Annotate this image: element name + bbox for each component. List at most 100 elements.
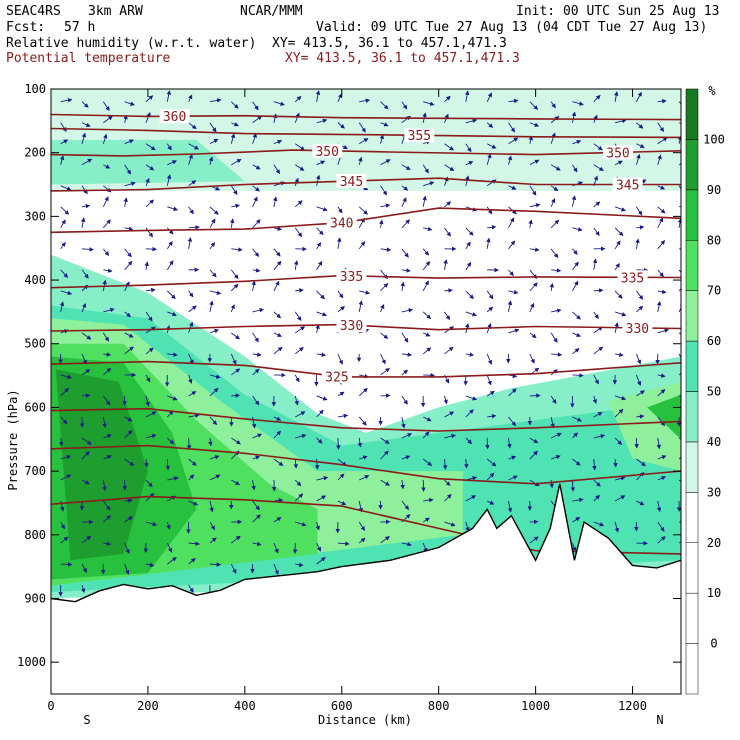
wind-vector xyxy=(422,164,429,174)
wind-vector xyxy=(188,353,194,365)
wind-vector xyxy=(60,562,73,567)
wind-vector xyxy=(401,352,413,357)
wind-vector xyxy=(635,238,640,249)
wind-vector xyxy=(294,143,306,151)
wind-vector xyxy=(144,261,149,270)
wind-vector xyxy=(380,303,385,313)
wind-vector xyxy=(614,408,624,418)
wind-vector xyxy=(294,479,302,487)
wind-vector-layer xyxy=(58,90,681,597)
wind-vector xyxy=(316,160,326,166)
wind-vector xyxy=(230,269,239,280)
wind-vector xyxy=(359,455,368,460)
wind-vector xyxy=(208,156,214,165)
wind-vector xyxy=(337,541,350,546)
x-tick-label: 600 xyxy=(331,699,353,713)
wind-vector xyxy=(401,395,408,405)
wind-vector xyxy=(103,307,115,313)
theta-label-350: 350 xyxy=(315,145,338,160)
wind-vector xyxy=(337,391,345,397)
wind-vector xyxy=(422,517,430,523)
wind-vector xyxy=(358,537,366,544)
colorbar-tick-label: 40 xyxy=(707,435,721,449)
wind-vector xyxy=(145,562,155,568)
wind-vector xyxy=(231,393,240,398)
wind-vector xyxy=(358,416,367,426)
wind-vector xyxy=(614,395,627,401)
wind-vector xyxy=(614,262,620,271)
wind-vector xyxy=(570,479,576,492)
wind-vector xyxy=(593,311,599,320)
wind-vector xyxy=(551,268,562,273)
wind-vector xyxy=(550,101,556,109)
wind-vector xyxy=(103,352,112,357)
wind-vector xyxy=(145,374,151,383)
terrain-layer xyxy=(51,483,681,694)
wind-vector xyxy=(508,122,515,133)
wind-vector xyxy=(188,305,197,313)
theta-label-360: 360 xyxy=(163,110,186,125)
wind-vector xyxy=(401,369,408,376)
colorbar-tick-label: 70 xyxy=(707,284,721,298)
wind-vector xyxy=(337,206,343,214)
wind-vector xyxy=(124,248,132,258)
wind-vector xyxy=(294,95,302,103)
wind-vector xyxy=(124,260,133,271)
wind-vector xyxy=(550,432,562,439)
wind-vector xyxy=(358,138,369,145)
wind-vector xyxy=(636,458,646,467)
wind-vector xyxy=(60,374,72,380)
wind-vector xyxy=(444,493,452,502)
wind-vector xyxy=(124,429,133,439)
wind-vector xyxy=(444,201,452,208)
x-tick-label: 400 xyxy=(234,699,256,713)
wind-vector xyxy=(60,185,72,191)
wind-vector xyxy=(316,495,327,502)
wind-vector xyxy=(294,374,300,383)
wind-vector xyxy=(294,326,306,334)
wind-vector xyxy=(508,388,517,397)
wind-vector xyxy=(593,521,605,527)
theta-contour-310 xyxy=(51,495,681,555)
wind-vector xyxy=(60,241,66,250)
wind-vector xyxy=(186,437,192,450)
wind-vector xyxy=(571,111,577,123)
wind-vector xyxy=(273,280,280,292)
wind-vector xyxy=(401,308,414,313)
wind-vector xyxy=(444,479,451,486)
wind-vector xyxy=(593,411,603,418)
wind-vector xyxy=(252,433,263,439)
wind-vector xyxy=(252,164,261,170)
wind-vector xyxy=(465,395,478,401)
wind-vector xyxy=(593,164,604,171)
wind-vector xyxy=(465,352,475,357)
wind-vector xyxy=(444,143,455,151)
wind-vector xyxy=(572,432,579,439)
theta-contour-355 xyxy=(51,127,681,139)
wind-vector xyxy=(166,410,174,418)
wind-vector xyxy=(316,557,326,565)
wind-vector xyxy=(252,219,261,229)
wind-vector xyxy=(657,240,666,250)
wind-vector xyxy=(529,203,541,208)
wind-vector xyxy=(124,332,134,338)
wind-vector xyxy=(678,163,681,166)
wind-vector xyxy=(508,185,517,190)
wind-vector xyxy=(252,307,265,313)
wind-vector xyxy=(81,437,92,445)
wind-vector xyxy=(60,387,70,397)
wind-vector xyxy=(59,301,65,312)
wind-vector xyxy=(251,280,256,291)
colorbar-swatch xyxy=(685,240,699,291)
wind-vector xyxy=(464,458,469,469)
wind-vector xyxy=(550,164,561,171)
wind-vector xyxy=(380,247,392,252)
wind-vector xyxy=(187,237,193,249)
wind-vector xyxy=(657,137,668,145)
wind-vector xyxy=(486,92,492,102)
wind-vector xyxy=(442,458,448,470)
colorbar-swatch xyxy=(685,88,699,140)
wind-vector xyxy=(209,537,217,544)
wind-vector xyxy=(465,495,477,502)
wind-vector xyxy=(443,395,448,405)
